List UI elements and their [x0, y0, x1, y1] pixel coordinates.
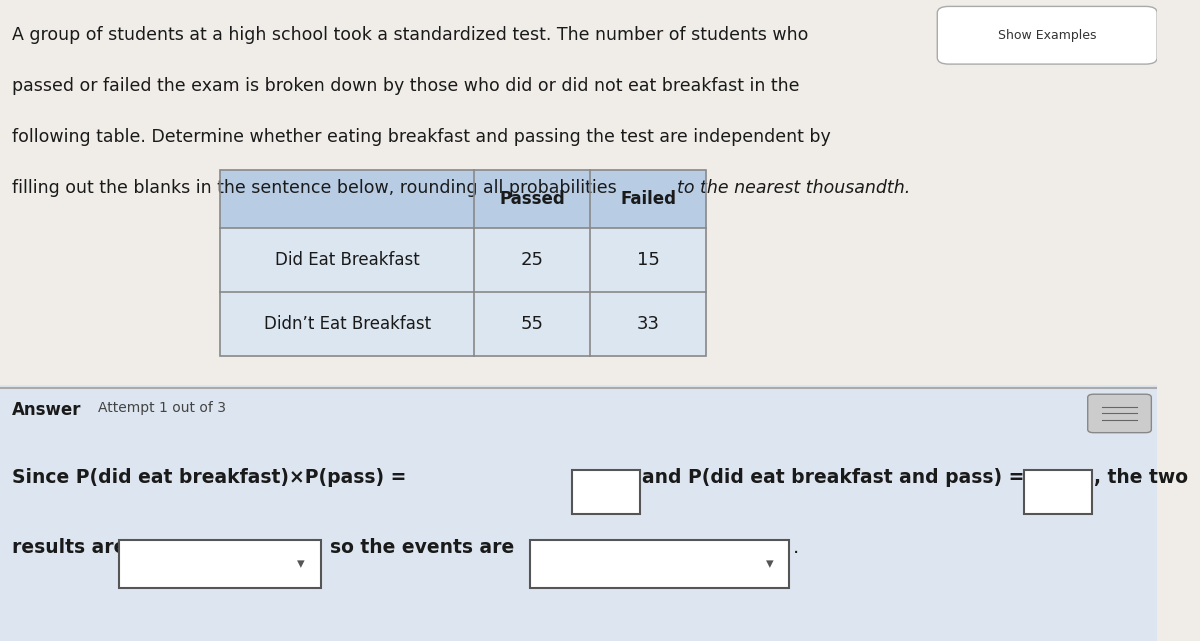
- Text: 55: 55: [521, 315, 544, 333]
- FancyBboxPatch shape: [1087, 394, 1151, 433]
- FancyBboxPatch shape: [0, 385, 1157, 641]
- FancyBboxPatch shape: [937, 6, 1157, 64]
- Text: ▾: ▾: [298, 556, 305, 572]
- FancyBboxPatch shape: [571, 470, 640, 514]
- Text: Failed: Failed: [620, 190, 676, 208]
- Text: and P(did eat breakfast and pass) =: and P(did eat breakfast and pass) =: [642, 468, 1025, 487]
- Text: to the nearest thousandth.: to the nearest thousandth.: [677, 179, 910, 197]
- FancyBboxPatch shape: [220, 228, 706, 292]
- Text: A group of students at a high school took a standardized test. The number of stu: A group of students at a high school too…: [12, 26, 808, 44]
- Text: .: .: [793, 538, 799, 558]
- Text: Attempt 1 out of 3: Attempt 1 out of 3: [98, 401, 227, 415]
- Text: Show Examples: Show Examples: [998, 29, 1097, 42]
- Text: Passed: Passed: [499, 190, 565, 208]
- FancyBboxPatch shape: [1024, 470, 1092, 514]
- FancyBboxPatch shape: [530, 540, 790, 588]
- Text: 25: 25: [521, 251, 544, 269]
- Text: Didn’t Eat Breakfast: Didn’t Eat Breakfast: [264, 315, 431, 333]
- FancyBboxPatch shape: [0, 0, 1157, 397]
- Text: , the two: , the two: [1093, 468, 1188, 487]
- Text: filling out the blanks in the sentence below, rounding all probabilities: filling out the blanks in the sentence b…: [12, 179, 622, 197]
- Text: ▾: ▾: [766, 556, 773, 572]
- FancyBboxPatch shape: [220, 292, 706, 356]
- Text: so the events are: so the events are: [330, 538, 514, 558]
- Text: 15: 15: [636, 251, 660, 269]
- FancyBboxPatch shape: [119, 540, 320, 588]
- Text: passed or failed the exam is broken down by those who did or did not eat breakfa: passed or failed the exam is broken down…: [12, 77, 799, 95]
- Text: following table. Determine whether eating breakfast and passing the test are ind: following table. Determine whether eatin…: [12, 128, 830, 146]
- Text: 33: 33: [636, 315, 660, 333]
- Text: Answer: Answer: [12, 401, 82, 419]
- FancyBboxPatch shape: [220, 170, 706, 228]
- Text: results are: results are: [12, 538, 126, 558]
- Text: Did Eat Breakfast: Did Eat Breakfast: [275, 251, 420, 269]
- Text: Since P(did eat breakfast)×P(pass) =: Since P(did eat breakfast)×P(pass) =: [12, 468, 406, 487]
